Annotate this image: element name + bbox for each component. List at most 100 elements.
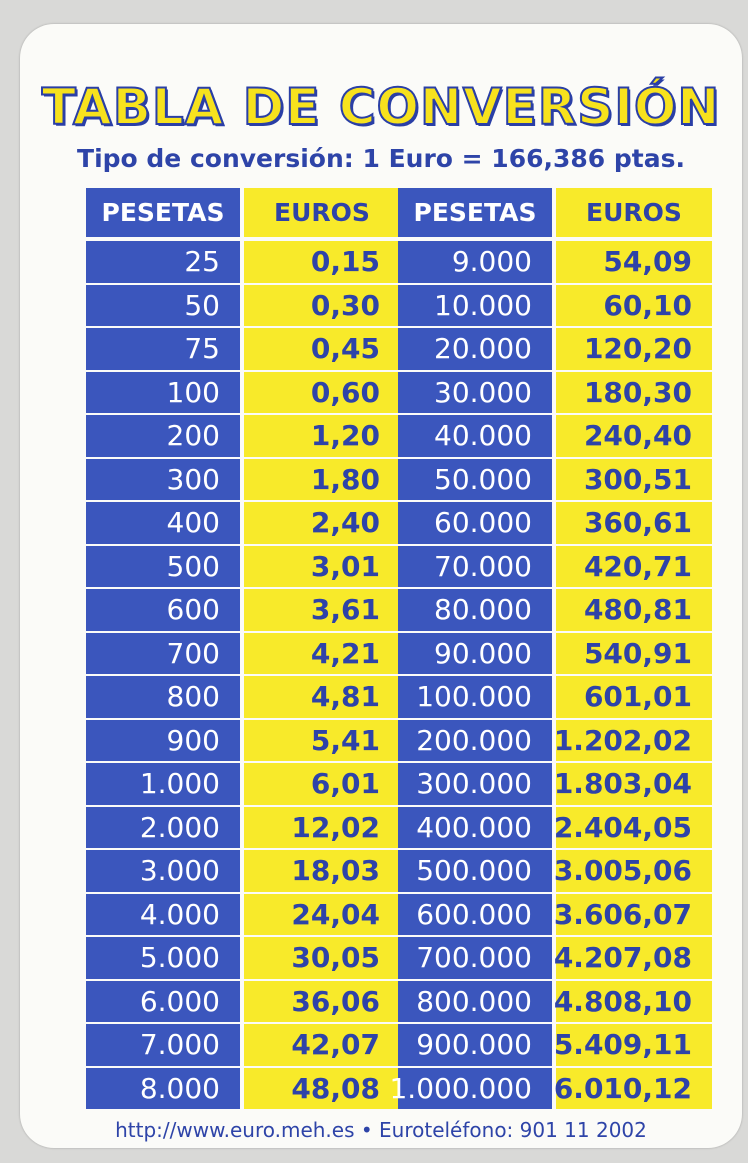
pesetas-value: 75 — [86, 328, 240, 370]
pesetas-value: 2.000 — [86, 806, 240, 848]
euros-value: 6,01 — [244, 763, 400, 805]
euros-value: 1,80 — [244, 458, 400, 500]
euros-value: 4,81 — [244, 676, 400, 718]
pesetas-value: 8.000 — [86, 1067, 240, 1109]
euros-value: 601,01 — [556, 676, 712, 718]
table-row: 8.000 48,08 — [86, 1067, 400, 1112]
pesetas-value: 100 — [86, 371, 240, 413]
table-row: 500 3,01 — [86, 545, 400, 590]
pesetas-value: 200.000 — [398, 719, 552, 761]
euros-value: 5.409,11 — [554, 1024, 712, 1066]
table-row: 30.000 180,30 — [398, 371, 712, 416]
column-header-pesetas: PESETAS — [86, 188, 240, 237]
footer-contact: http://www.euro.meh.es • Euroteléfono: 9… — [115, 1118, 647, 1142]
column-header-euros: EUROS — [556, 188, 712, 237]
pesetas-value: 900 — [86, 719, 240, 761]
pesetas-value: 25 — [86, 241, 240, 283]
table-row: 400 2,40 — [86, 502, 400, 546]
table-row: 700.000 4.207,08 — [398, 937, 712, 981]
euros-value: 5,41 — [244, 719, 400, 761]
table-row: 500.000 3.005,06 — [398, 850, 712, 894]
pesetas-value: 9.000 — [398, 241, 552, 283]
pesetas-value: 500.000 — [398, 850, 552, 892]
euros-value: 48,08 — [244, 1067, 400, 1109]
conversion-table-right: PESETAS EUROS 9.000 54,09 10.000 60,10 20.00… — [389, 188, 712, 1112]
euros-value: 0,30 — [244, 284, 400, 326]
pesetas-value: 4.000 — [86, 893, 240, 935]
table-row: 400.000 2.404,05 — [398, 806, 712, 851]
euros-value: 6.010,12 — [554, 1067, 712, 1109]
euros-value: 4.808,10 — [554, 980, 712, 1022]
euros-value: 0,60 — [244, 371, 400, 413]
pesetas-value: 50.000 — [398, 458, 552, 500]
conversion-rate-subtitle: Tipo de conversión: 1 Euro = 166,386 pta… — [77, 144, 685, 173]
table-row: 1.000.000 6.010,12 — [389, 1067, 712, 1112]
table-row: 10.000 60,10 — [398, 284, 712, 329]
table-row: 60.000 360,61 — [398, 502, 712, 546]
table-row: 600 3,61 — [86, 589, 400, 633]
pesetas-value: 700 — [86, 632, 240, 674]
conversion-card: TABLA DE CONVERSIÓN Tipo de conversión: … — [20, 24, 742, 1148]
table-row: 90.000 540,91 — [398, 632, 712, 677]
table-row: 900.000 5.409,11 — [398, 1024, 712, 1068]
euros-value: 24,04 — [244, 893, 400, 935]
pesetas-value: 700.000 — [398, 937, 552, 979]
page-title: TABLA DE CONVERSIÓN — [41, 78, 721, 136]
conversion-table-left: PESETAS EUROS 25 0,15 50 0,30 75 0,45 100 0,60 2… — [86, 188, 400, 1111]
table-row: 900 5,41 — [86, 719, 400, 764]
pesetas-value: 500 — [86, 545, 240, 587]
euros-value: 3,01 — [244, 545, 400, 587]
euros-value: 3.005,06 — [554, 850, 712, 892]
euros-value: 4.207,08 — [554, 937, 712, 979]
euros-value: 360,61 — [556, 502, 712, 544]
pesetas-value: 1.000.000 — [389, 1067, 552, 1109]
pesetas-value: 300.000 — [398, 763, 552, 805]
table-row: 700 4,21 — [86, 632, 400, 677]
euros-value: 60,10 — [556, 284, 712, 326]
euros-value: 4,21 — [244, 632, 400, 674]
column-header-euros: EUROS — [244, 188, 400, 237]
column-header-pesetas: PESETAS — [398, 188, 552, 237]
table-row: 7.000 42,07 — [86, 1024, 400, 1068]
euros-value: 240,40 — [556, 415, 712, 457]
pesetas-value: 900.000 — [398, 1024, 552, 1066]
euros-value: 30,05 — [244, 937, 400, 979]
table-row: 200 1,20 — [86, 415, 400, 459]
euros-value: 42,07 — [244, 1024, 400, 1066]
pesetas-value: 400.000 — [398, 806, 552, 848]
table-row: 3.000 18,03 — [86, 850, 400, 894]
table-row: 5.000 30,05 — [86, 937, 400, 981]
table-row: 25 0,15 — [86, 241, 400, 285]
table-row: 300.000 1.803,04 — [398, 763, 712, 807]
table-row: 50.000 300,51 — [398, 458, 712, 503]
pesetas-value: 800.000 — [398, 980, 552, 1022]
euros-value: 0,45 — [244, 328, 400, 370]
euros-value: 0,15 — [244, 241, 400, 283]
euros-value: 2.404,05 — [554, 806, 712, 848]
euros-value: 480,81 — [556, 589, 712, 631]
pesetas-value: 50 — [86, 284, 240, 326]
table-row: 1.000 6,01 — [86, 763, 400, 807]
pesetas-value: 400 — [86, 502, 240, 544]
euros-value: 1,20 — [244, 415, 400, 457]
euros-value: 12,02 — [244, 806, 400, 848]
euros-value: 54,09 — [556, 241, 712, 283]
euros-value: 1.803,04 — [554, 763, 712, 805]
table-row: 200.000 1.202,02 — [398, 719, 712, 764]
euros-value: 18,03 — [244, 850, 400, 892]
table-row: 80.000 480,81 — [398, 589, 712, 633]
pesetas-value: 70.000 — [398, 545, 552, 587]
table-row: 4.000 24,04 — [86, 893, 400, 938]
euros-value: 420,71 — [556, 545, 712, 587]
table-row: 75 0,45 — [86, 328, 400, 372]
pesetas-value: 800 — [86, 676, 240, 718]
pesetas-value: 100.000 — [398, 676, 552, 718]
table-row: 70.000 420,71 — [398, 545, 712, 590]
euros-value: 3,61 — [244, 589, 400, 631]
pesetas-value: 80.000 — [398, 589, 552, 631]
euros-value: 1.202,02 — [554, 719, 712, 761]
table-row: 100.000 601,01 — [398, 676, 712, 720]
table-row: 100 0,60 — [86, 371, 400, 416]
euros-value: 540,91 — [556, 632, 712, 674]
table-row: 600.000 3.606,07 — [398, 893, 712, 938]
